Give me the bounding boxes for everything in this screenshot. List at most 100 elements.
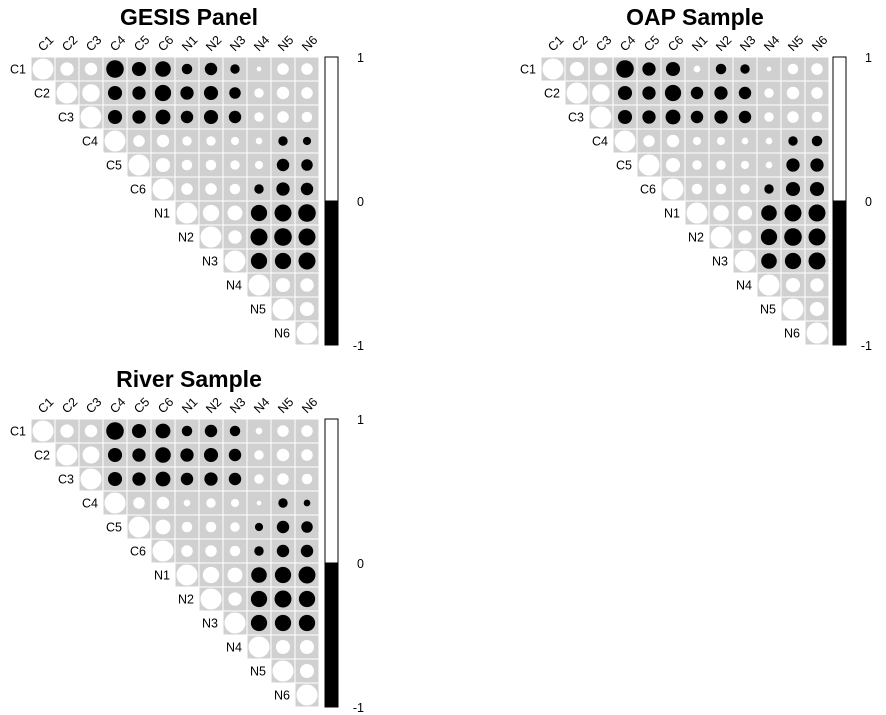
matrix-cell xyxy=(804,56,830,82)
correlation-circle xyxy=(614,130,636,152)
correlation-circle xyxy=(734,250,756,272)
correlation-circle xyxy=(642,86,656,100)
column-label: C4 xyxy=(617,33,638,54)
correlation-circle xyxy=(808,252,826,270)
correlation-circle xyxy=(811,135,823,147)
correlation-circle xyxy=(690,110,704,124)
correlation-circle xyxy=(181,159,193,171)
column-label: C6 xyxy=(155,33,176,54)
correlation-circle xyxy=(716,136,726,146)
column-label: N4 xyxy=(761,33,782,54)
row-label: C2 xyxy=(34,87,50,101)
correlation-circle xyxy=(274,590,292,608)
correlation-circle xyxy=(594,62,608,76)
correlation-circle xyxy=(276,520,290,534)
correlation-circle xyxy=(808,204,826,222)
correlation-circle xyxy=(690,86,704,100)
colorbar: 1 0 -1 xyxy=(324,51,364,353)
colorbar-tick-label: -1 xyxy=(861,339,872,353)
correlation-circle xyxy=(256,66,262,72)
column-label: C2 xyxy=(59,33,80,54)
correlation-circle xyxy=(301,449,313,461)
correlation-circle xyxy=(643,135,655,147)
correlation-circle xyxy=(155,519,171,535)
correlation-circle xyxy=(276,182,290,196)
correlation-circle xyxy=(785,181,801,197)
correlation-circle xyxy=(131,61,147,77)
correlation-circle xyxy=(272,298,294,320)
correlation-circle xyxy=(278,136,288,146)
correlation-circle xyxy=(764,184,774,194)
correlation-circle xyxy=(250,614,268,632)
column-label: C1 xyxy=(35,33,56,54)
correlation-circle xyxy=(155,471,171,487)
correlation-circle xyxy=(255,137,263,145)
column-label: N5 xyxy=(275,33,296,54)
row-label: N4 xyxy=(736,279,752,293)
correlation-circle xyxy=(155,61,171,77)
column-label: C1 xyxy=(545,33,566,54)
correlation-circle xyxy=(298,228,316,246)
correlation-circle xyxy=(204,472,218,486)
correlation-circle xyxy=(274,252,292,270)
colorbar-tick-label: 0 xyxy=(357,557,364,571)
correlation-circle xyxy=(713,205,729,221)
column-label: N2 xyxy=(203,33,224,54)
row-label: C2 xyxy=(34,449,50,463)
matrix-cell xyxy=(294,296,320,322)
correlation-circle xyxy=(642,110,656,124)
correlation-circle xyxy=(133,135,145,147)
correlation-circle xyxy=(274,614,292,632)
correlation-circle xyxy=(182,136,192,146)
correlation-circle xyxy=(740,160,750,170)
correlation-circle xyxy=(181,545,193,557)
correlation-circle xyxy=(786,86,800,100)
correlation-circle xyxy=(132,472,146,486)
correlation-circle xyxy=(566,82,588,104)
row-label: N5 xyxy=(250,665,266,679)
correlation-circle xyxy=(686,202,708,224)
correlation-circle xyxy=(737,205,753,221)
correlation-circle xyxy=(277,473,289,485)
correlation-circle xyxy=(248,636,270,658)
row-label: C6 xyxy=(130,545,146,559)
column-label: C5 xyxy=(131,33,152,54)
column-label: N1 xyxy=(179,33,200,54)
correlation-circle xyxy=(254,546,264,556)
colorbar-positive xyxy=(324,56,339,202)
correlation-circle xyxy=(104,130,126,152)
row-label: N3 xyxy=(202,255,218,269)
correlation-circle xyxy=(228,110,242,124)
column-label: N6 xyxy=(299,395,320,416)
colorbar-tick-label: -1 xyxy=(353,339,364,353)
correlation-circle xyxy=(809,301,825,317)
correlation-circle xyxy=(786,158,800,172)
correlation-circle xyxy=(806,322,828,344)
correlation-circle xyxy=(107,85,123,101)
correlation-circle xyxy=(204,62,218,76)
correlation-circle xyxy=(228,592,242,606)
column-label: C3 xyxy=(593,33,614,54)
row-label: N3 xyxy=(712,255,728,269)
column-label: N1 xyxy=(689,33,710,54)
correlation-circle xyxy=(302,136,312,146)
correlation-circle xyxy=(183,499,191,507)
correlation-circle xyxy=(715,63,727,75)
correlation-circle xyxy=(272,660,294,682)
row-label: N2 xyxy=(178,593,194,607)
correlation-circle xyxy=(301,63,313,75)
correlation-circle xyxy=(254,88,264,98)
correlation-circle xyxy=(278,498,288,508)
correlation-circle xyxy=(202,566,220,584)
colorbar-negative xyxy=(324,562,339,708)
correlation-circle xyxy=(300,544,314,558)
matrix-cell xyxy=(198,56,224,82)
correlation-circle xyxy=(296,322,318,344)
correlation-circle xyxy=(84,62,98,76)
correlation-circle xyxy=(205,159,217,171)
correlation-circle xyxy=(761,205,777,221)
correlation-circle xyxy=(256,500,262,506)
colorbar-tick-label: 1 xyxy=(357,51,364,65)
correlation-circle xyxy=(301,473,313,485)
